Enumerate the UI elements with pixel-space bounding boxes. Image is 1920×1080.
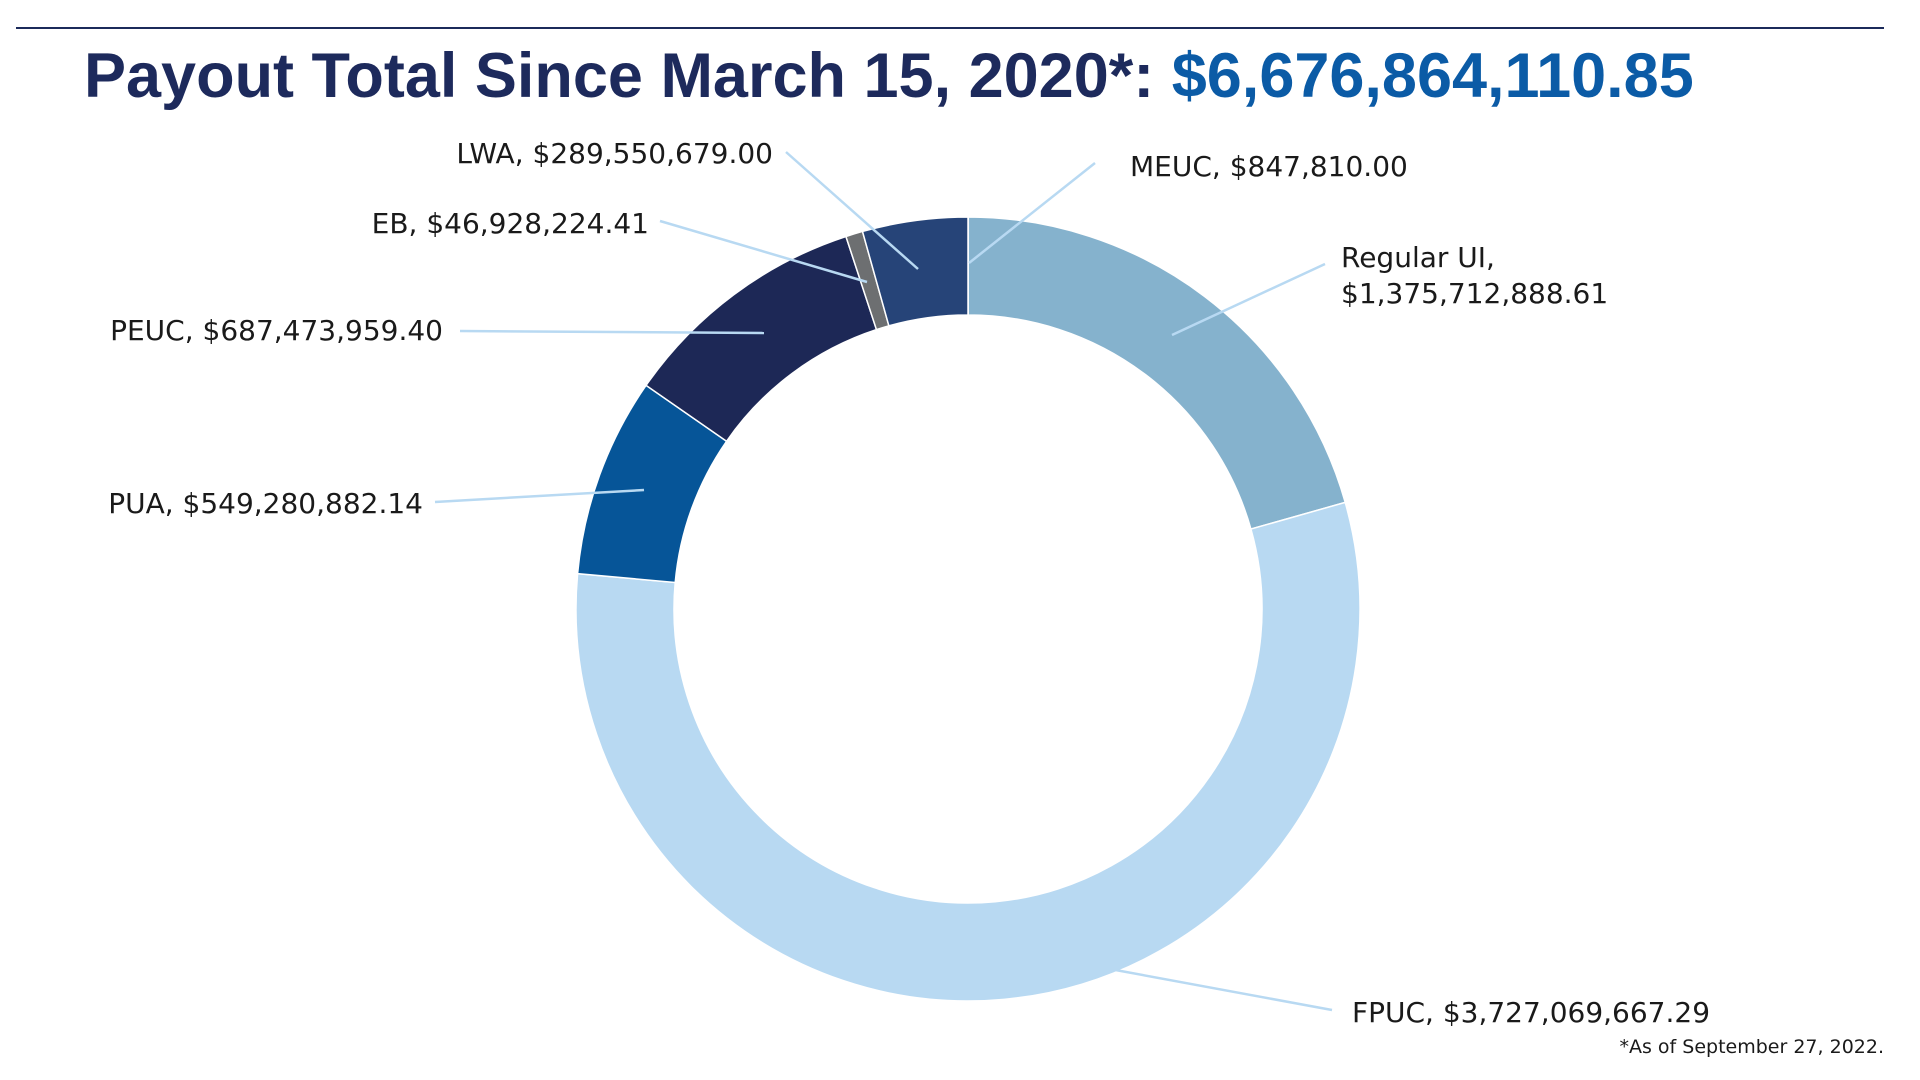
slice-label-regular-ui: Regular UI, — [1341, 241, 1495, 274]
leader-line-meuc — [968, 162, 1096, 264]
slice-label-lwa: LWA, $289,550,679.00 — [456, 137, 773, 170]
slice-label-eb: EB, $46,928,224.41 — [372, 207, 649, 240]
leader-line-regular-ui — [1171, 262, 1326, 337]
slice-labels: MEUC, $847,810.00 Regular UI,$1,375,712,8… — [108, 137, 1710, 1029]
leader-lines — [434, 151, 1333, 1012]
slice-regular-ui — [967, 216, 1347, 530]
leader-line-eb — [659, 219, 868, 284]
leader-line-fpuc — [1109, 967, 1333, 1012]
title-total-amount: $6,676,864,110.85 — [1171, 41, 1694, 111]
title-prefix: Payout Total Since March 15, 2020*: — [84, 41, 1172, 111]
donut-slices — [575, 216, 1361, 1002]
leader-line-lwa — [785, 151, 919, 270]
slice-fpuc — [575, 501, 1361, 1002]
footnote: *As of September 27, 2022. — [1619, 1036, 1885, 1058]
slice-label-pua: PUA, $549,280,882.14 — [108, 487, 423, 520]
slice-label-fpuc: FPUC, $3,727,069,667.29 — [1352, 996, 1710, 1029]
slice-label-peuc: PEUC, $687,473,959.40 — [110, 314, 443, 347]
top-rule — [16, 27, 1884, 29]
leader-line-pua — [434, 488, 645, 504]
page-title: Payout Total Since March 15, 2020*: $6,6… — [84, 36, 1694, 116]
leader-line-peuc — [459, 329, 765, 335]
slice-label-value-regular-ui: $1,375,712,888.61 — [1341, 277, 1608, 310]
slice-label-meuc: MEUC, $847,810.00 — [1130, 150, 1408, 183]
